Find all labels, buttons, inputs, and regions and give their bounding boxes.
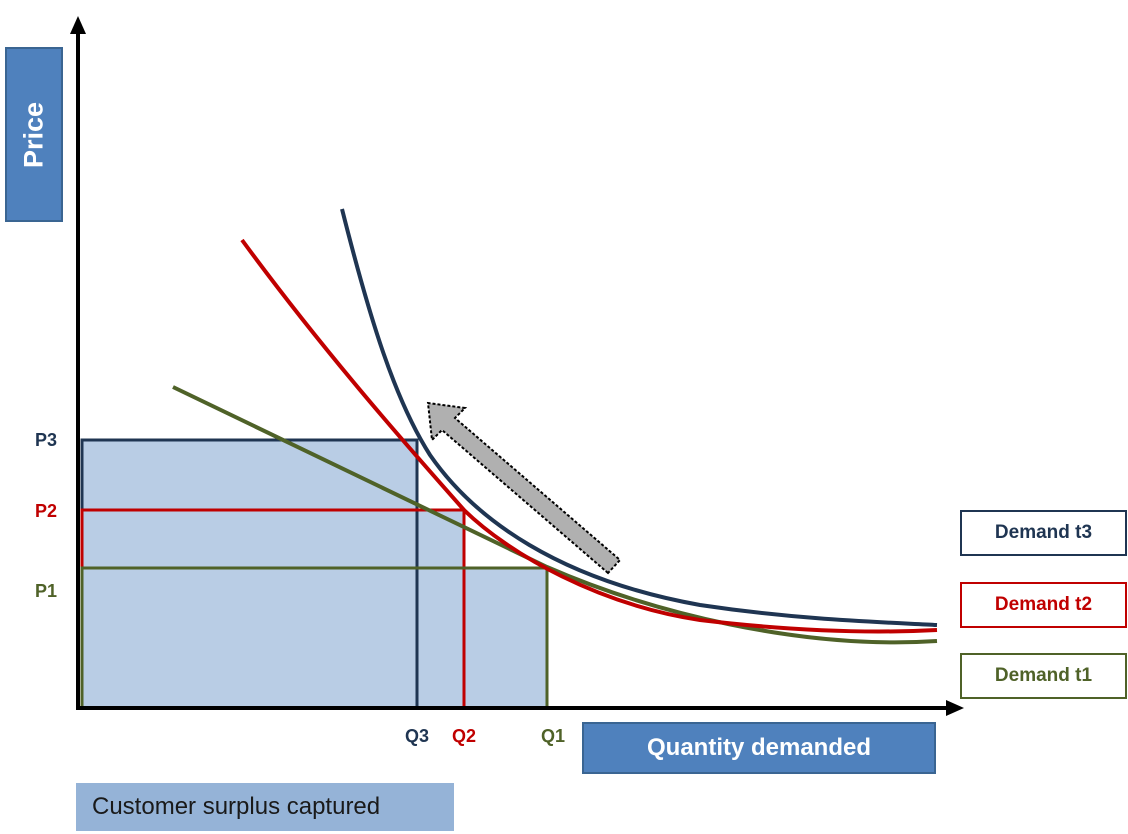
price-axis-label-box: Price (5, 47, 63, 222)
surplus-area-p1 (417, 568, 547, 708)
demand-curve-t3 (340, 208, 938, 627)
legend-demand-t3: Demand t3 (960, 510, 1127, 556)
price-label-p1: P1 (35, 581, 58, 601)
x-axis-arrow-icon (946, 700, 964, 716)
quantity-label-q1: Q1 (541, 726, 566, 746)
y-axis-arrow-icon (70, 16, 86, 34)
surplus-area-p3 (82, 440, 417, 708)
quantity-label-q3: Q3 (405, 726, 430, 746)
legend-demand-t1: Demand t1 (960, 653, 1127, 699)
quantity-label-q2: Q2 (452, 726, 477, 746)
price-label-p3: P3 (35, 430, 58, 450)
price-label-p2: P2 (35, 501, 58, 521)
shift-arrow (426, 401, 622, 575)
legend-demand-t2: Demand t2 (960, 582, 1127, 628)
quantity-axis-label: Quantity demanded (582, 722, 936, 774)
surplus-area-p2 (417, 510, 464, 568)
surplus-legend: Customer surplus captured (76, 783, 454, 831)
price-axis-label: Price (18, 101, 49, 168)
demand-curve-t2 (240, 238, 938, 634)
